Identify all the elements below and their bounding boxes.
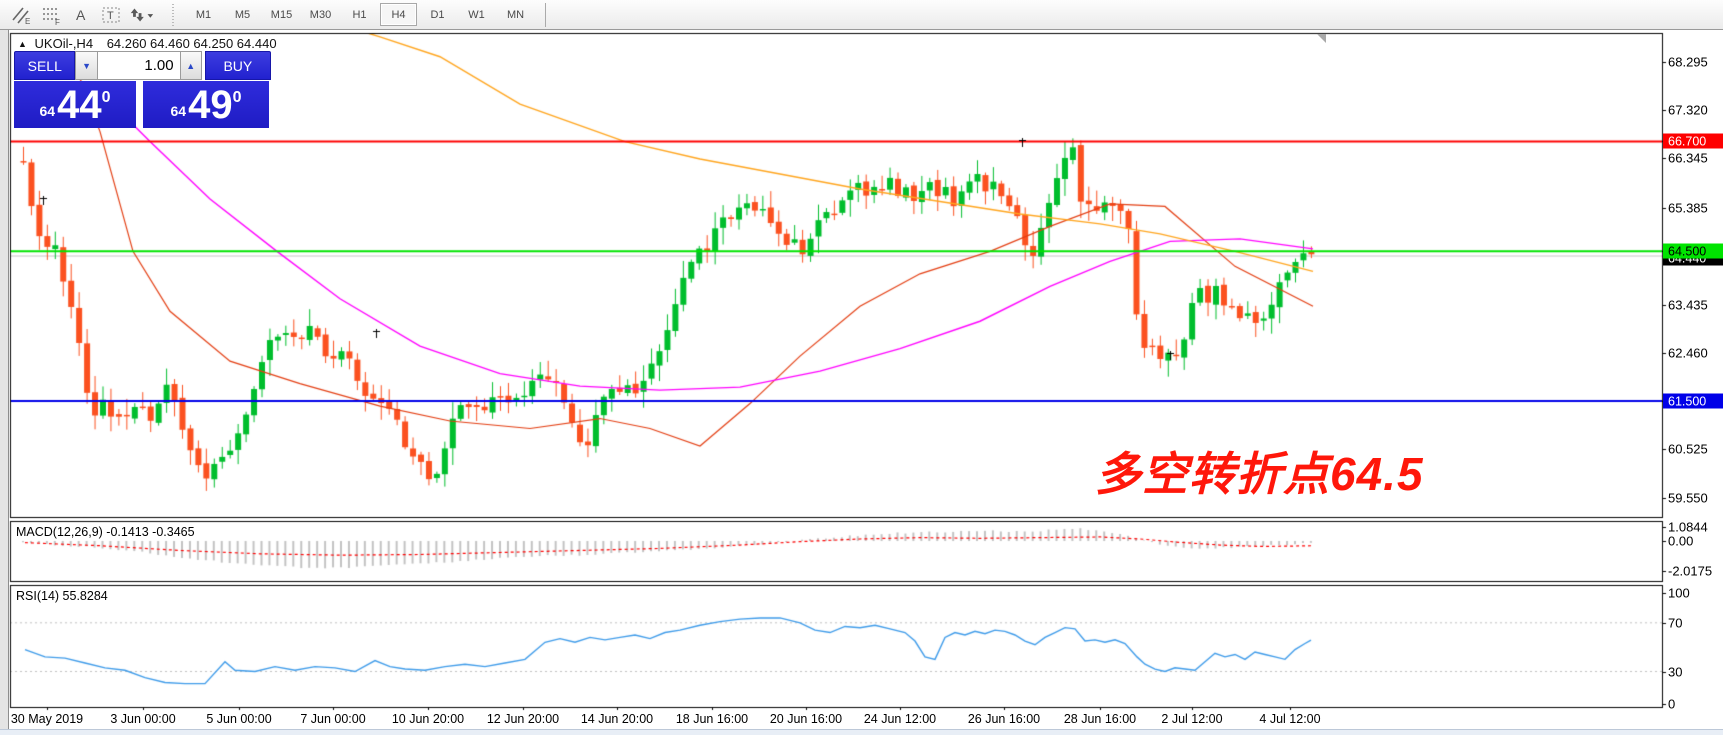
time-axis-label: 3 Jun 00:00 <box>110 712 176 726</box>
macd-axis-label: 0.00 <box>1668 533 1694 549</box>
time-axis-label: 10 Jun 20:00 <box>391 712 465 726</box>
macd-label: MACD(12,26,9) -0.1413 -0.3465 <box>16 525 195 539</box>
price-axis-label: 59.550 <box>1668 490 1708 506</box>
buy-button[interactable]: BUY <box>204 51 271 80</box>
price-axis-label: 60.525 <box>1668 441 1708 457</box>
rsi-axis-label: 0 <box>1668 696 1676 712</box>
rsi-axis-label: 30 <box>1668 664 1683 680</box>
sell-price-main: 44 <box>57 82 102 127</box>
rsi-axis-label: 70 <box>1668 615 1683 631</box>
time-axis-label: 5 Jun 00:00 <box>206 712 272 726</box>
price-tag-66.700: 66.700 <box>1663 133 1723 149</box>
sell-price-prefix: 64 <box>39 102 56 119</box>
symbol-title: UKOil-,H4 <box>34 36 94 51</box>
collapse-triangle-icon[interactable]: ▲ <box>18 39 27 49</box>
chart-shift-marker-icon[interactable] <box>1317 34 1326 43</box>
price-axis-label: 63.435 <box>1668 297 1708 313</box>
volume-decrease-button[interactable]: ▼ <box>75 51 98 80</box>
price-axis-label: 67.320 <box>1668 102 1708 118</box>
time-axis-label: 28 Jun 16:00 <box>1063 712 1137 726</box>
buy-price-main: 49 <box>188 82 233 127</box>
price-axis-label: 68.295 <box>1668 54 1708 70</box>
time-axis-label: 20 Jun 16:00 <box>769 712 843 726</box>
volume-increase-button[interactable]: ▲ <box>179 51 202 80</box>
macd-axis-label: 1.0844 <box>1668 519 1708 535</box>
volume-input[interactable] <box>97 51 180 80</box>
sell-button[interactable]: SELL <box>14 51 76 80</box>
price-axis-label: 66.345 <box>1668 150 1708 166</box>
price-axis-label: 65.385 <box>1668 200 1708 216</box>
rsi-label: RSI(14) 55.8284 <box>16 589 108 603</box>
buy-price-pip: 0 <box>232 88 242 106</box>
sell-price-tile[interactable]: 64 44 0 <box>14 81 136 128</box>
time-axis-label: 18 Jun 16:00 <box>675 712 749 726</box>
rsi-axis-label: 100 <box>1668 585 1690 601</box>
time-axis-label: 4 Jul 12:00 <box>1259 712 1321 726</box>
time-axis-label: 12 Jun 20:00 <box>486 712 560 726</box>
chart-header: ▲ UKOil-,H4 64.260 64.460 64.250 64.440 <box>18 36 277 51</box>
time-axis-label: 2 Jul 12:00 <box>1161 712 1223 726</box>
time-axis-label: 7 Jun 00:00 <box>300 712 366 726</box>
time-axis-label: 24 Jun 12:00 <box>863 712 937 726</box>
buy-price-tile[interactable]: 64 49 0 <box>143 81 269 128</box>
price-tag-61.500: 61.500 <box>1663 393 1723 409</box>
ohlc-values: 64.260 64.460 64.250 64.440 <box>106 36 277 51</box>
time-axis-label: 30 May 2019 <box>10 712 84 726</box>
buy-price-prefix: 64 <box>170 102 187 119</box>
macd-axis-label: -2.0175 <box>1668 563 1713 579</box>
price-tag-64.500: 64.500 <box>1663 243 1723 259</box>
time-axis-label: 14 Jun 20:00 <box>580 712 654 726</box>
price-axis-label: 62.460 <box>1668 345 1708 361</box>
one-click-trading-panel: SELL ▼ ▲ BUY 64 44 0 64 49 0 <box>14 51 271 129</box>
annotation-text: 多空转折点64.5 <box>1095 448 1424 500</box>
sell-price-pip: 0 <box>101 88 111 106</box>
time-axis-label: 26 Jun 16:00 <box>967 712 1041 726</box>
